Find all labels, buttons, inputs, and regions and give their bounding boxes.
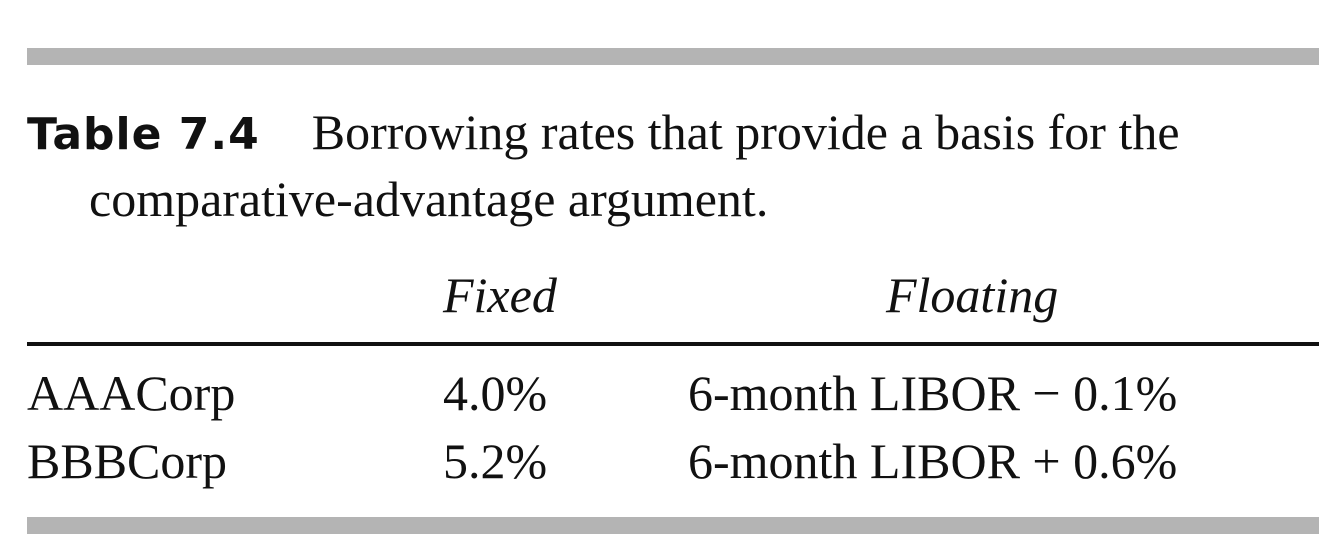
- bottom-rule: [27, 517, 1319, 534]
- table-caption: Table 7.4 Borrowing rates that provide a …: [27, 100, 1327, 231]
- cell-bbbcorp-name: BBBCorp: [27, 433, 228, 489]
- header-floating: Floating: [886, 267, 1059, 323]
- caption-text-line-1: Borrowing rates that provide a basis for…: [311, 104, 1180, 160]
- header-fixed: Fixed: [443, 267, 557, 323]
- cell-aaacorp-fixed: 4.0%: [443, 365, 548, 421]
- cell-bbbcorp-fixed: 5.2%: [443, 433, 548, 489]
- cell-bbbcorp-floating: 6-month LIBOR + 0.6%: [688, 433, 1178, 489]
- caption-text-line-2: comparative-advantage argument.: [89, 171, 769, 227]
- header-rule: [27, 342, 1319, 346]
- cell-aaacorp-floating: 6-month LIBOR − 0.1%: [688, 365, 1178, 421]
- caption-label: Table 7.4: [27, 109, 260, 160]
- caption-line-1: Table 7.4 Borrowing rates that provide a …: [27, 100, 1327, 167]
- cell-aaacorp-name: AAACorp: [27, 365, 236, 421]
- top-rule: [27, 48, 1319, 65]
